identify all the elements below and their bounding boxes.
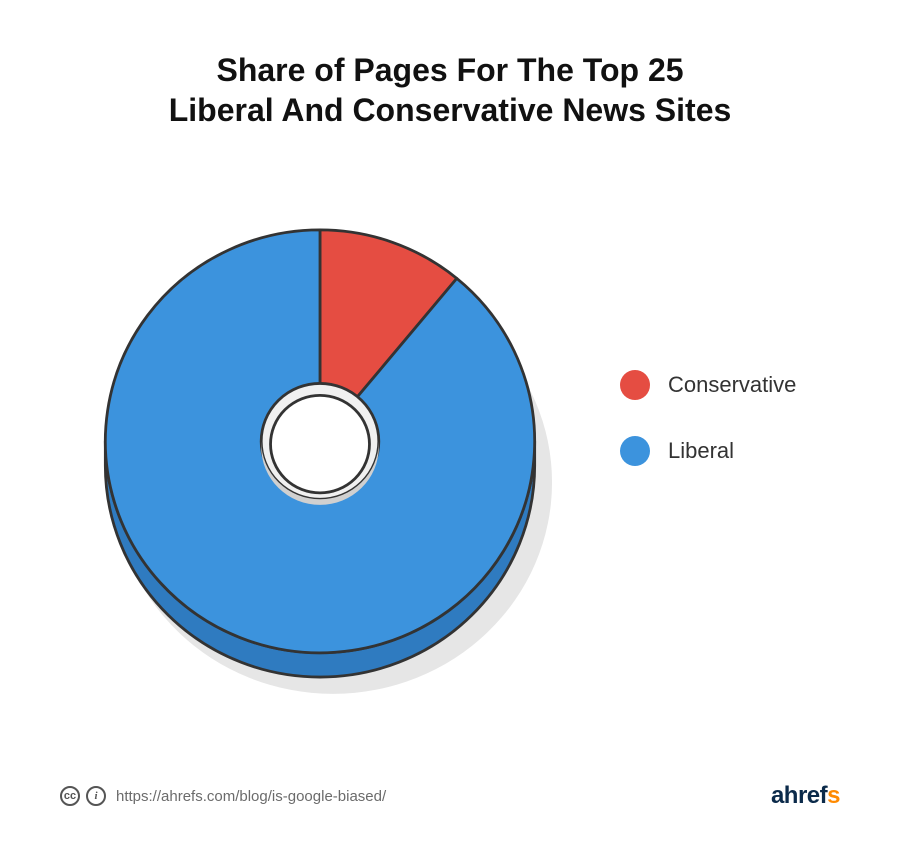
legend-label-liberal: Liberal	[668, 438, 734, 464]
legend-label-conservative: Conservative	[668, 372, 796, 398]
legend-swatch-conservative	[620, 370, 650, 400]
legend-swatch-liberal	[620, 436, 650, 466]
footer: cc i https://ahrefs.com/blog/is-google-b…	[60, 782, 840, 810]
brand-logo: ahrefs	[771, 782, 840, 810]
chart-title: Share of Pages For The Top 25 Liberal An…	[0, 50, 900, 130]
legend-item-liberal: Liberal	[620, 436, 880, 466]
donut-chart-svg	[40, 160, 600, 760]
cc-badge: cc i	[60, 786, 106, 806]
legend: Conservative Liberal	[620, 370, 880, 502]
page: Share of Pages For The Top 25 Liberal An…	[0, 0, 900, 852]
footer-attribution: cc i https://ahrefs.com/blog/is-google-b…	[60, 786, 386, 806]
brand-suffix: s	[827, 782, 840, 809]
source-url: https://ahrefs.com/blog/is-google-biased…	[116, 788, 386, 805]
brand-prefix: ahref	[771, 782, 827, 809]
donut-chart	[40, 160, 600, 760]
cc-icon: cc	[60, 786, 80, 806]
attribution-icon: i	[86, 786, 106, 806]
legend-item-conservative: Conservative	[620, 370, 880, 400]
